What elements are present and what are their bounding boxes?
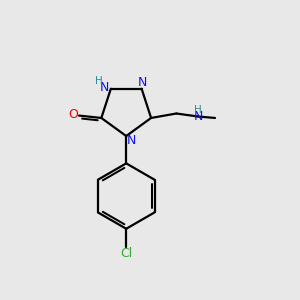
Text: N: N	[194, 110, 203, 123]
Text: H: H	[95, 76, 103, 86]
Text: H: H	[194, 105, 202, 115]
Text: N: N	[100, 81, 109, 94]
Text: O: O	[68, 108, 78, 121]
Text: N: N	[138, 76, 148, 89]
Text: Cl: Cl	[120, 247, 132, 260]
Text: N: N	[127, 134, 136, 147]
